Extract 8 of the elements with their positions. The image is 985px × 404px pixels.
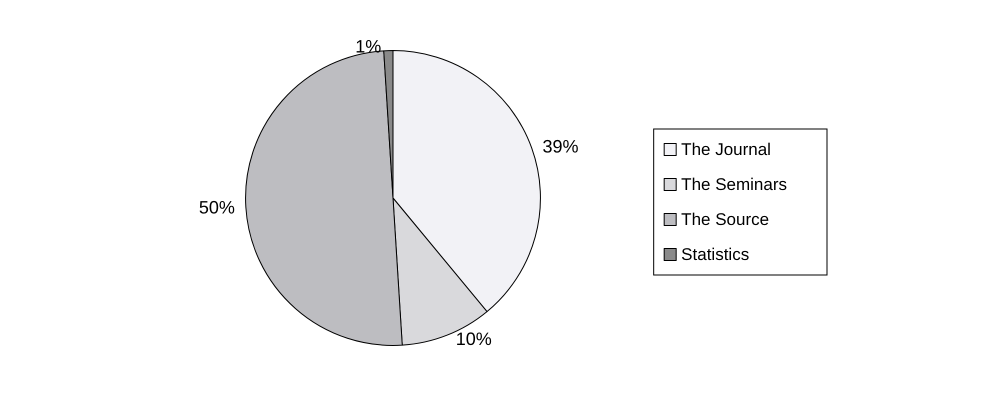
data-label: 10% [456,328,492,349]
data-label: 39% [542,136,579,157]
legend-label: The Seminars [681,175,788,194]
legend-label: Statistics [681,245,750,264]
legend-label: The Journal [681,140,771,159]
data-label: 50% [198,198,235,218]
data-label: 1% [355,36,382,57]
legend-label: The Source [681,210,770,229]
